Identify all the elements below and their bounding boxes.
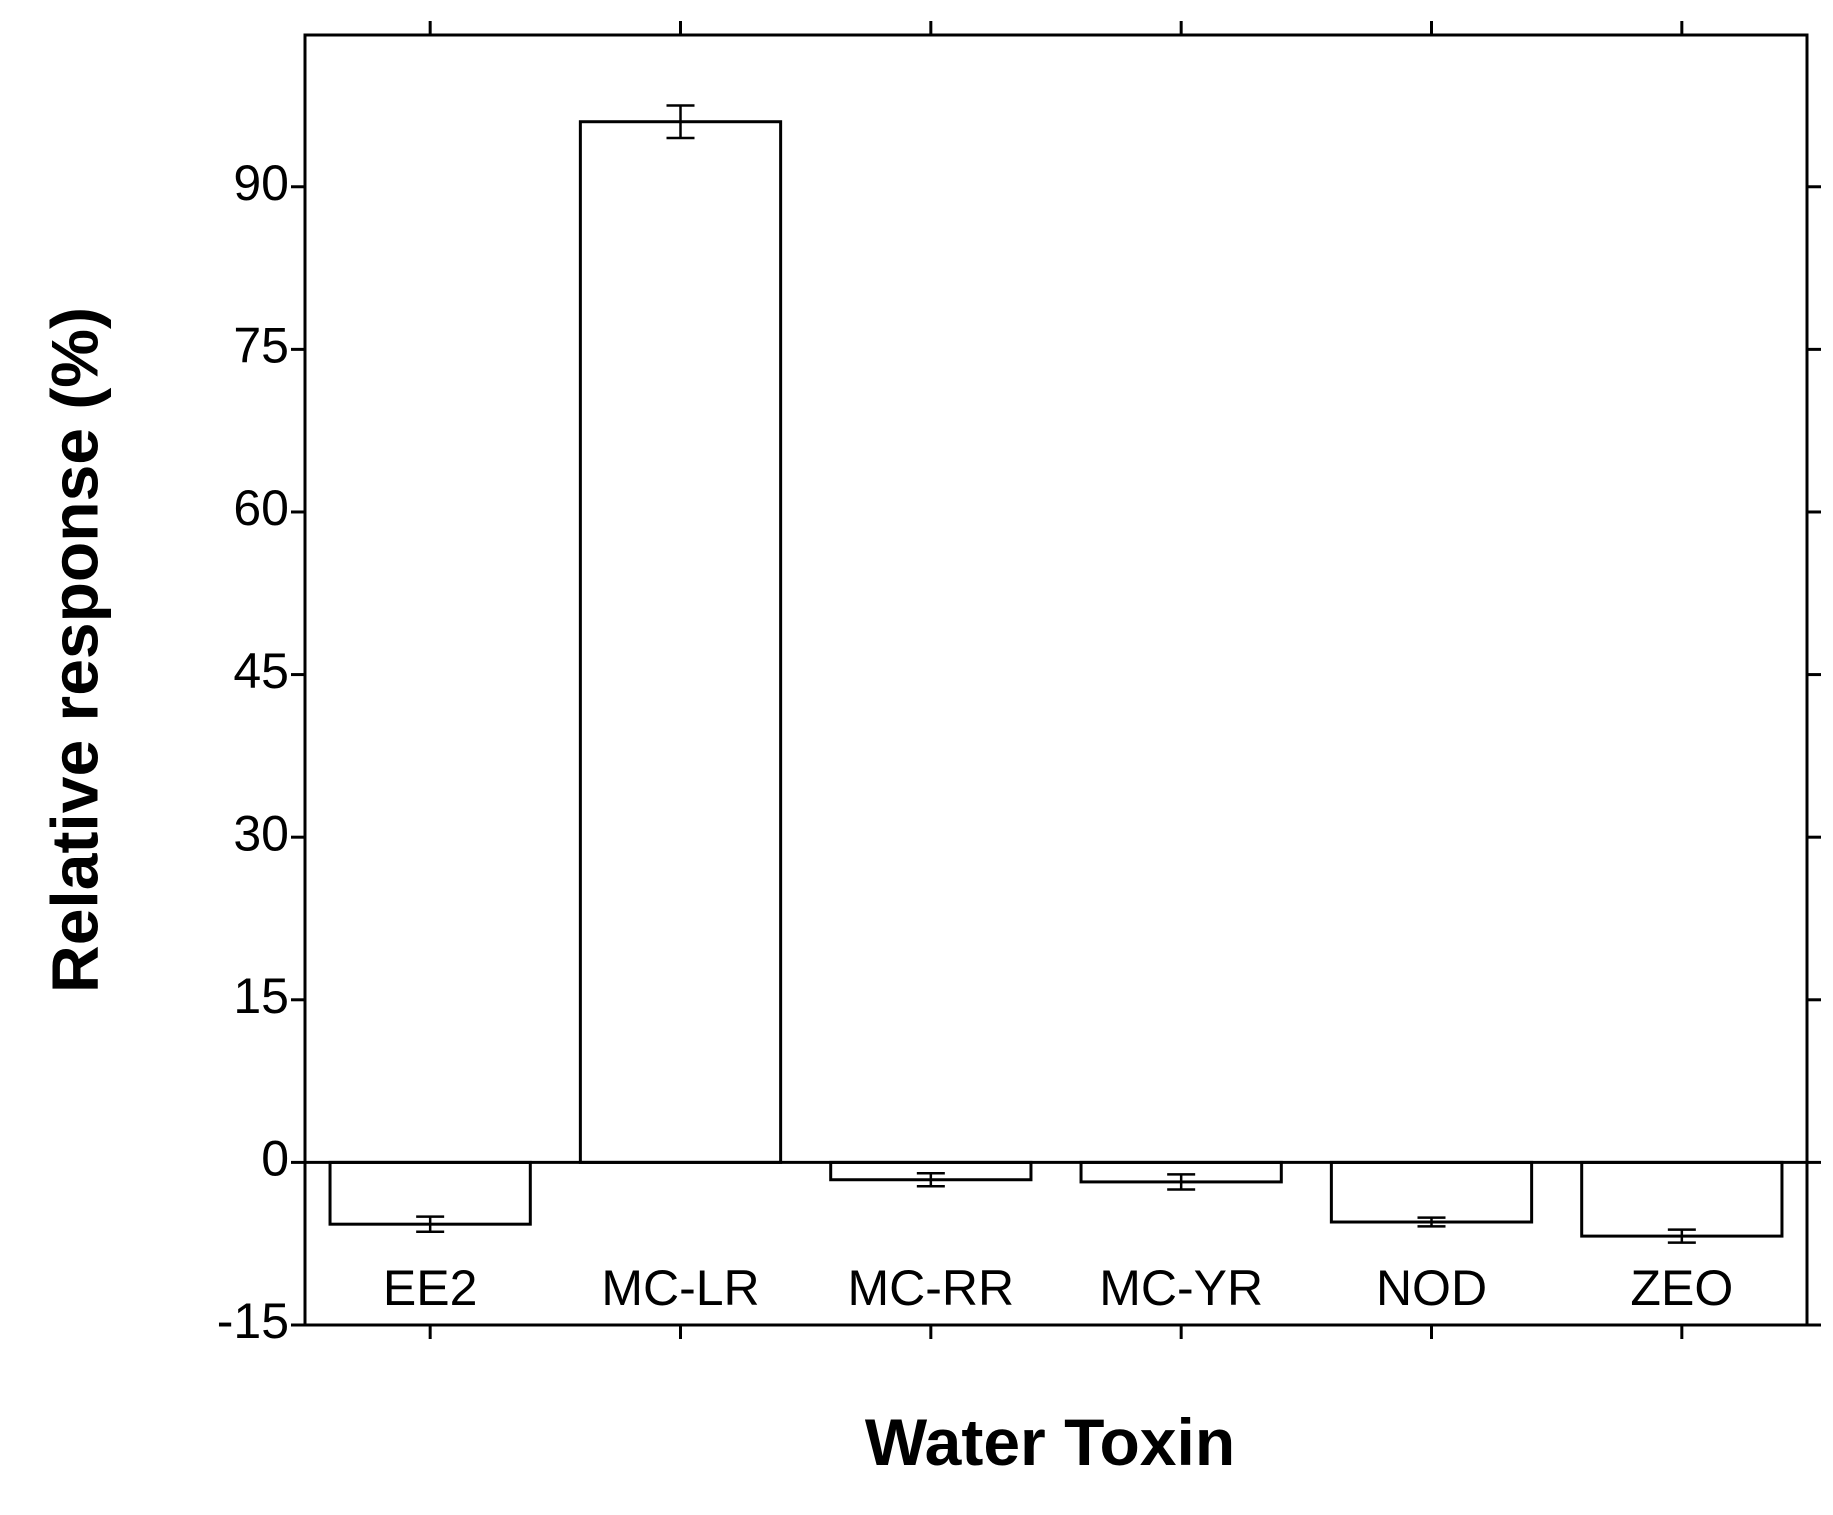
error-bar — [1167, 1173, 1196, 1191]
y-tick-label: 90 — [233, 155, 289, 211]
error-bar — [666, 104, 695, 140]
y-tick-label: 60 — [233, 480, 289, 536]
y-tick-label: 75 — [233, 318, 289, 374]
bar — [1329, 1160, 1534, 1224]
y-axis-title: Relative response (%) — [37, 307, 111, 993]
error-bar — [416, 1215, 445, 1234]
x-tick-label: MC-LR — [601, 1260, 759, 1316]
error-bar — [916, 1171, 945, 1188]
error-bar — [1417, 1216, 1446, 1228]
bar — [578, 120, 783, 1164]
bar — [328, 1160, 532, 1226]
y-tick-label: -15 — [217, 1293, 289, 1349]
y-tick-label: 30 — [233, 805, 289, 861]
x-tick-label: MC-YR — [1099, 1260, 1263, 1316]
x-tick-label: NOD — [1376, 1260, 1487, 1316]
x-tick-label: MC-RR — [848, 1260, 1015, 1316]
bar — [1580, 1160, 1784, 1238]
error-bar — [1667, 1228, 1696, 1244]
y-tick-label: 45 — [233, 643, 289, 699]
plot-frame — [303, 33, 1809, 1327]
y-tick-label: 0 — [261, 1131, 289, 1187]
x-axis-title: Water Toxin — [865, 1405, 1235, 1479]
x-tick-label: EE2 — [383, 1260, 478, 1316]
y-tick-label: 15 — [233, 968, 289, 1024]
x-tick-label: ZEO — [1630, 1260, 1733, 1316]
